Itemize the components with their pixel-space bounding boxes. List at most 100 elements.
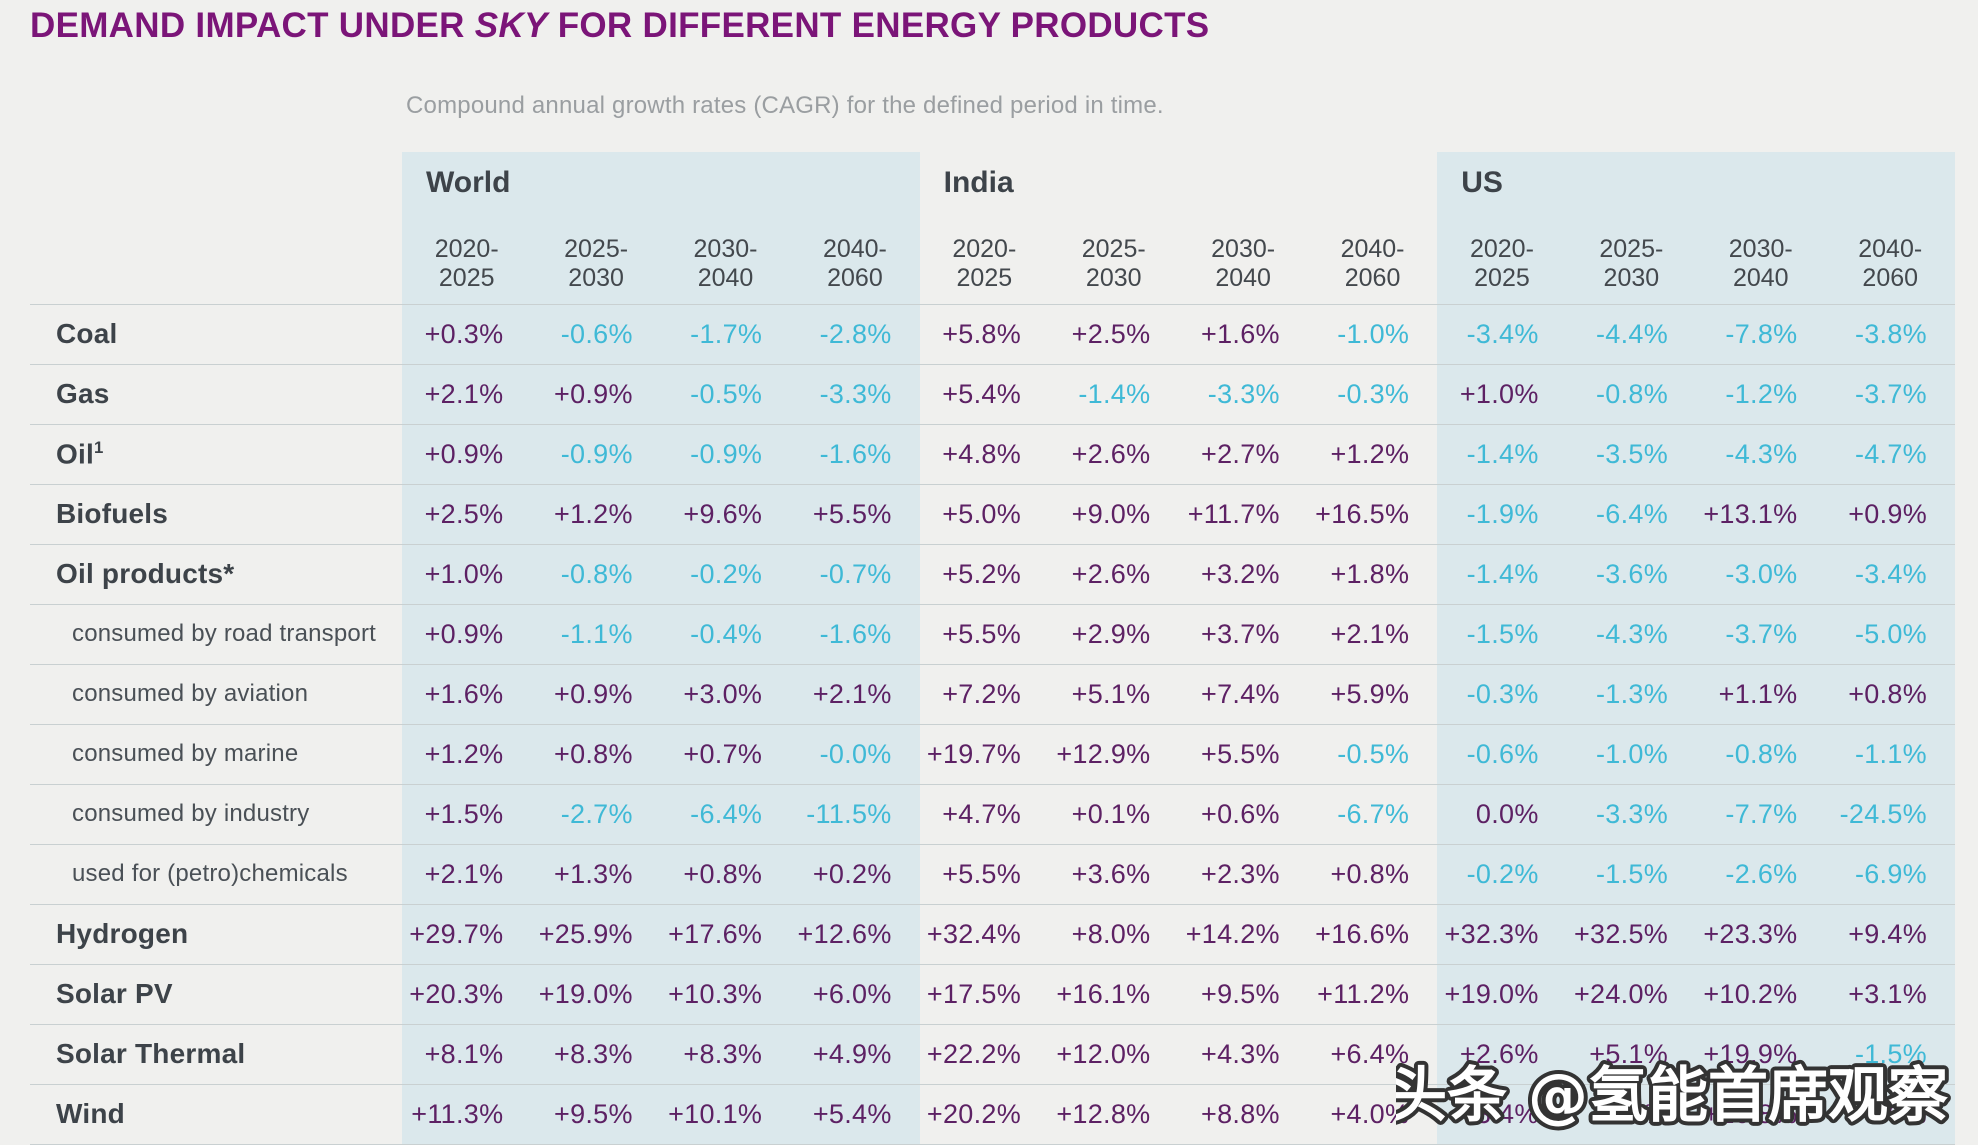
cagr-cell: +1.8% bbox=[1307, 543, 1438, 604]
cagr-cell: +1.1% bbox=[1696, 663, 1826, 724]
table-row: consumed by industry +1.5% -2.7% -6.4% -11.5… bbox=[30, 783, 1955, 844]
cagr-cell: +4.7% bbox=[919, 783, 1050, 844]
cagr-cell: +13.1% bbox=[1696, 483, 1826, 544]
cagr-cell: -4.4% bbox=[1566, 304, 1697, 364]
cagr-cell: +5.4% bbox=[790, 1083, 920, 1145]
cagr-cell: +0.9% bbox=[402, 423, 532, 484]
cagr-cell: +9.6% bbox=[660, 483, 791, 544]
row-label: consumed by industry bbox=[30, 783, 402, 844]
cagr-cell: +4.9% bbox=[790, 1023, 920, 1084]
row-label: Solar Thermal bbox=[30, 1023, 402, 1084]
cagr-cell: -3.4% bbox=[1825, 543, 1955, 604]
cagr-cell: +7.2% bbox=[919, 663, 1050, 724]
cagr-cell: +23.3% bbox=[1696, 903, 1826, 964]
region-header-world: World bbox=[402, 152, 920, 214]
period-header: 2025- 2030 bbox=[1049, 214, 1179, 305]
row-label-text: Hydrogen bbox=[56, 918, 189, 949]
cagr-cell: -1.0% bbox=[1337, 318, 1410, 349]
cagr-cell: -7.8% bbox=[1696, 304, 1826, 364]
row-label-text: Gas bbox=[56, 378, 110, 409]
period-header: 2020- 2025 bbox=[1437, 214, 1567, 305]
row-label-text: Solar PV bbox=[56, 978, 173, 1009]
cagr-cell: +2.1% bbox=[790, 663, 920, 724]
cagr-cell: +0.3% bbox=[402, 304, 532, 364]
cagr-cell: +6.6% bbox=[1825, 1083, 1955, 1145]
cagr-cell: +2.3% bbox=[1178, 843, 1308, 904]
cagr-cell: +2.9% bbox=[1049, 603, 1179, 664]
period-header: 2025- 2030 bbox=[531, 214, 661, 305]
row-label: consumed by aviation bbox=[30, 663, 402, 724]
cagr-cell: +5.1% bbox=[1049, 663, 1179, 724]
cagr-cell: +20.3% bbox=[402, 963, 532, 1024]
cagr-cell: -0.8% bbox=[1696, 723, 1826, 784]
page-title: DEMAND IMPACT UNDER SKY FOR DIFFERENT EN… bbox=[30, 6, 1209, 46]
cagr-cell: +0.9% bbox=[1825, 483, 1955, 544]
cagr-cell: -0.4% bbox=[660, 603, 791, 664]
cagr-cell: -6.7% bbox=[1307, 783, 1438, 844]
cagr-cell: -3.5% bbox=[1566, 423, 1697, 484]
cagr-cell: -0.3% bbox=[1437, 663, 1567, 724]
cagr-cell: +5.5% bbox=[919, 843, 1050, 904]
cagr-cell: +2.5% bbox=[1071, 318, 1151, 349]
cagr-cell: +0.6% bbox=[1178, 783, 1308, 844]
cagr-cell: +10.8% bbox=[1696, 1083, 1826, 1145]
row-label: Gas bbox=[30, 363, 402, 424]
cagr-cell: +3.4% bbox=[1437, 1083, 1567, 1145]
cagr-cell: +3.6% bbox=[1049, 843, 1179, 904]
cagr-cell: -1.6% bbox=[790, 603, 920, 664]
cagr-cell: +5.1% bbox=[1566, 1023, 1697, 1084]
table-row: Oil1 +0.9% -0.9% -0.9% -1.6% +4.8% +2.6% +2.7% +… bbox=[30, 423, 1955, 484]
cagr-cell: +0.8% bbox=[1825, 663, 1955, 724]
title-emphasis-sky: SKY bbox=[474, 6, 548, 45]
row-label-text: consumed by marine bbox=[72, 740, 299, 767]
cagr-cell: +29.7% bbox=[402, 903, 532, 964]
cagr-cell: +9.5% bbox=[1178, 963, 1308, 1024]
cagr-cell: -0.9% bbox=[660, 423, 791, 484]
cagr-cell: -3.3% bbox=[1178, 363, 1308, 424]
cagr-cell: +1.0% bbox=[1437, 363, 1567, 424]
table-row: consumed by road transport +0.9% -1.1% -0.4… bbox=[30, 603, 1955, 664]
cagr-cell: -1.4% bbox=[1437, 423, 1567, 484]
cagr-cell: +12.8% bbox=[1049, 1083, 1179, 1145]
cagr-cell: +4.0% bbox=[1307, 1083, 1438, 1145]
period-header: 2030- 2040 bbox=[1178, 214, 1308, 305]
cagr-cell: +11.7% bbox=[1178, 483, 1308, 544]
cagr-cell: +1.5% bbox=[402, 783, 532, 844]
table-row: Coal +0.3% -0.6% -1.7% -2.8% +5.8% +2.5% +1.6% -… bbox=[30, 304, 1955, 364]
cagr-cell: +16.6% bbox=[1307, 903, 1438, 964]
row-label: Coal bbox=[30, 304, 402, 364]
cagr-cell: -3.4% bbox=[1437, 304, 1567, 364]
title-suffix: FOR DIFFERENT ENERGY PRODUCTS bbox=[547, 6, 1210, 45]
cagr-cell: +7.4% bbox=[1178, 663, 1308, 724]
table-row: Solar PV +20.3% +19.0% +10.3% +6.0% +17.5% +16… bbox=[30, 963, 1955, 1024]
region-header-india: India bbox=[943, 166, 1014, 199]
period-header: 2030- 2040 bbox=[660, 214, 791, 305]
cagr-cell: +10.2% bbox=[1696, 963, 1826, 1024]
cagr-cell: +3.1% bbox=[1825, 963, 1955, 1024]
cagr-cell: +0.8% bbox=[660, 843, 791, 904]
table-row: consumed by aviation +1.6% +0.9% +3.0% +2.1%… bbox=[30, 663, 1955, 724]
cagr-cell: -1.5% bbox=[1566, 843, 1697, 904]
row-label-text: Biofuels bbox=[56, 498, 169, 529]
table-row: Biofuels +2.5% +1.2% +9.6% +5.5% +5.0% +9.0% +1… bbox=[30, 483, 1955, 544]
cagr-cell: +5.4% bbox=[919, 363, 1050, 424]
cagr-cell: -3.6% bbox=[1566, 543, 1697, 604]
cagr-cell: -1.5% bbox=[1825, 1023, 1955, 1084]
cagr-cell: +8.3% bbox=[660, 1023, 791, 1084]
cagr-cell: -3.7% bbox=[1696, 603, 1826, 664]
cagr-cell: +5.0% bbox=[919, 483, 1050, 544]
row-label-text: Oil bbox=[56, 438, 94, 470]
cagr-cell: -2.8% bbox=[790, 304, 920, 364]
row-label: consumed by marine bbox=[30, 723, 402, 784]
cagr-cell: -2.6% bbox=[1696, 843, 1826, 904]
cagr-cell: -0.8% bbox=[1566, 363, 1697, 424]
cagr-cell: -2.7% bbox=[531, 783, 661, 844]
cagr-cell: +32.4% bbox=[919, 903, 1050, 964]
table-row: Solar Thermal +8.1% +8.3% +8.3% +4.9% +22.2% +… bbox=[30, 1023, 1955, 1084]
cagr-cell: +3.7% bbox=[1178, 603, 1308, 664]
cagr-cell: -3.7% bbox=[1825, 363, 1955, 424]
cagr-cell: +3.0% bbox=[660, 663, 791, 724]
cagr-cell: -0.3% bbox=[1307, 363, 1438, 424]
cagr-cell: -7.7% bbox=[1696, 783, 1826, 844]
